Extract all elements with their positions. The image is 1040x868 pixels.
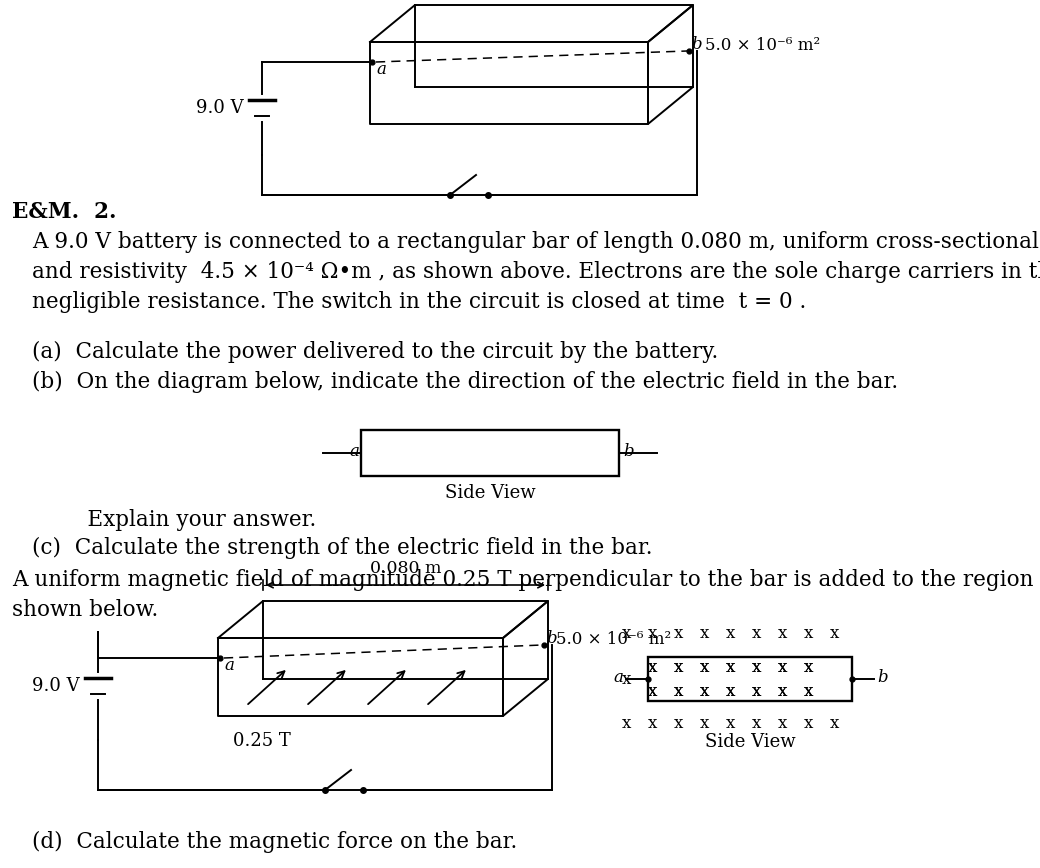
Text: b: b — [546, 630, 556, 647]
Text: x: x — [803, 659, 812, 675]
Text: A 9.0 V battery is connected to a rectangular bar of length 0.080 m, uniform cro: A 9.0 V battery is connected to a rectan… — [32, 231, 1040, 253]
Text: x: x — [673, 682, 682, 700]
Text: x: x — [751, 682, 760, 700]
Bar — [648, 657, 852, 701]
Text: x: x — [647, 659, 656, 675]
Text: x: x — [647, 624, 656, 641]
Text: x: x — [725, 682, 734, 700]
Text: 5.0 × 10⁻⁶ m²: 5.0 × 10⁻⁶ m² — [705, 37, 821, 55]
Text: x: x — [829, 624, 838, 641]
Text: b: b — [623, 443, 633, 459]
Text: x: x — [699, 682, 708, 700]
Text: x: x — [751, 624, 760, 641]
Text: a: a — [224, 657, 234, 674]
Text: a: a — [614, 668, 623, 686]
Text: x: x — [673, 624, 682, 641]
Text: Explain your answer.: Explain your answer. — [60, 509, 316, 531]
Text: x: x — [803, 682, 812, 700]
Text: x: x — [725, 714, 734, 732]
Text: x: x — [777, 682, 786, 700]
Text: x: x — [673, 659, 682, 675]
Text: x: x — [673, 659, 682, 675]
Text: Side View: Side View — [445, 484, 536, 502]
Text: a: a — [349, 443, 359, 459]
Text: x: x — [803, 624, 812, 641]
Text: b: b — [877, 668, 887, 686]
Bar — [361, 430, 619, 476]
Text: Side View: Side View — [705, 733, 796, 751]
Text: b: b — [691, 36, 702, 53]
Text: x: x — [725, 659, 734, 675]
Text: 0.25 T: 0.25 T — [233, 732, 291, 750]
Text: x: x — [699, 659, 708, 675]
Text: x: x — [673, 682, 682, 700]
Text: x: x — [725, 659, 734, 675]
Text: x: x — [777, 659, 786, 675]
Text: x: x — [699, 659, 708, 675]
Text: (a)  Calculate the power delivered to the circuit by the battery.: (a) Calculate the power delivered to the… — [32, 341, 719, 363]
Text: 0.080 m: 0.080 m — [370, 560, 441, 577]
Text: x: x — [829, 670, 838, 687]
Text: x: x — [777, 659, 786, 675]
Text: shown below.: shown below. — [12, 599, 158, 621]
Text: (d)  Calculate the magnetic force on the bar.: (d) Calculate the magnetic force on the … — [32, 831, 517, 853]
Text: x: x — [699, 682, 708, 700]
Text: 9.0 V: 9.0 V — [32, 677, 80, 695]
Text: 5.0 × 10⁻⁶ m²: 5.0 × 10⁻⁶ m² — [556, 632, 671, 648]
Text: (c)  Calculate the strength of the electric field in the bar.: (c) Calculate the strength of the electr… — [32, 537, 652, 559]
Text: x: x — [777, 682, 786, 700]
Text: x: x — [803, 659, 812, 675]
Text: x: x — [777, 714, 786, 732]
Text: x: x — [699, 714, 708, 732]
Text: and resistivity  4.5 × 10⁻⁴ Ω•m , as shown above. Electrons are the sole charge : and resistivity 4.5 × 10⁻⁴ Ω•m , as show… — [32, 261, 1040, 283]
Text: a: a — [376, 61, 386, 78]
Text: (b)  On the diagram below, indicate the direction of the electric field in the b: (b) On the diagram below, indicate the d… — [32, 371, 899, 393]
Text: A uniform magnetic field of magnitude 0.25 T perpendicular to the bar is added t: A uniform magnetic field of magnitude 0.… — [12, 569, 1040, 591]
Text: x: x — [621, 624, 630, 641]
Text: x: x — [751, 659, 760, 675]
Text: x: x — [699, 624, 708, 641]
Text: x: x — [673, 714, 682, 732]
Text: x: x — [647, 659, 656, 675]
Text: x: x — [621, 714, 630, 732]
Text: x: x — [829, 714, 838, 732]
Text: x: x — [725, 682, 734, 700]
Text: x: x — [647, 682, 656, 700]
Text: x: x — [725, 624, 734, 641]
Text: x: x — [751, 714, 760, 732]
Text: negligible resistance. The switch in the circuit is closed at time  t = 0 .: negligible resistance. The switch in the… — [32, 291, 806, 313]
Text: x: x — [751, 682, 760, 700]
Text: x: x — [621, 670, 630, 687]
Text: x: x — [777, 624, 786, 641]
Text: x: x — [803, 682, 812, 700]
Text: 9.0 V: 9.0 V — [197, 99, 244, 117]
Text: x: x — [751, 659, 760, 675]
Text: x: x — [647, 714, 656, 732]
Text: x: x — [647, 682, 656, 700]
Text: x: x — [803, 714, 812, 732]
Text: E&M.  2.: E&M. 2. — [12, 201, 116, 223]
